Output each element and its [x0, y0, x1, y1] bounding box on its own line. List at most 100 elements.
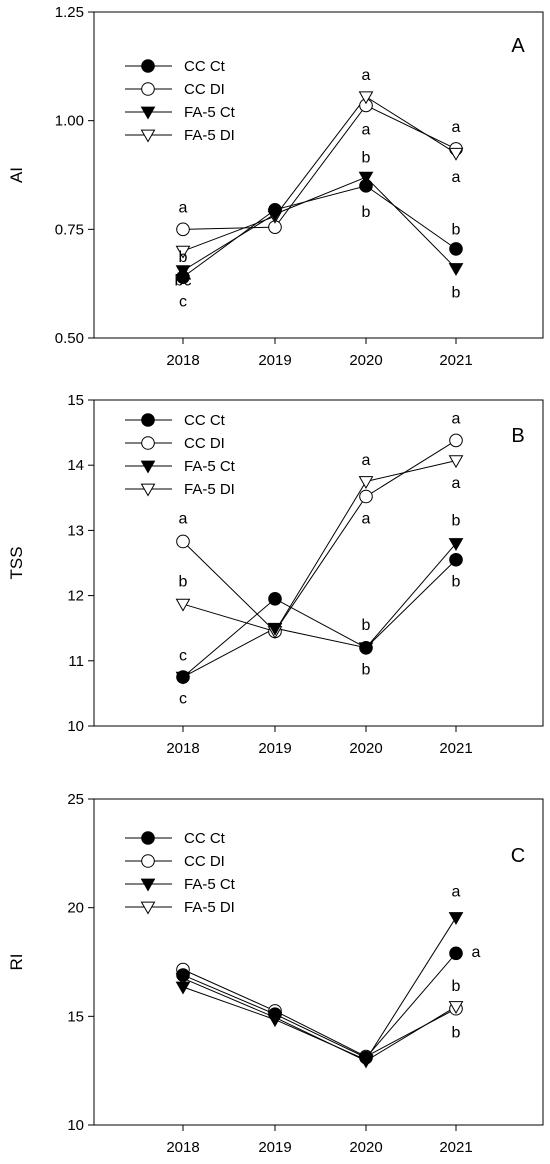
significance-letter: b [452, 978, 461, 995]
data-point-cc-di [176, 534, 190, 549]
panel-letter: B [511, 425, 524, 447]
significance-letter: a [472, 944, 481, 961]
legend-marker [140, 129, 156, 143]
chart-panel-c: 10 15 20 25 2018 2019 2020 2021 RI C CC Ct CC DI FA-… [7, 791, 544, 1156]
y-tick-label: 15 [67, 1008, 84, 1025]
legend-label: CC Ct [184, 830, 226, 847]
significance-letter: a [362, 452, 371, 469]
data-point-fa-5-di [448, 147, 464, 161]
plot-frame [93, 798, 544, 1126]
data-point-cc-di [359, 489, 373, 504]
significance-letter: a [452, 475, 461, 492]
series-line-cc-ct [182, 952, 457, 1059]
data-point-cc-ct [359, 1050, 373, 1065]
legend-label: FA-5 DI [184, 899, 235, 916]
significance-letter: c [179, 691, 187, 708]
x-tick-label: 2020 [349, 352, 382, 369]
data-point-cc-ct [268, 592, 282, 606]
legend-label: CC DI [184, 435, 225, 452]
legend-marker [140, 106, 156, 120]
legend-label: FA-5 Ct [184, 876, 236, 893]
legend-marker [141, 82, 155, 96]
significance-letter: b [362, 204, 371, 221]
data-point-cc-di [176, 222, 190, 237]
x-tick-label: 2021 [439, 1139, 472, 1156]
significance-letter: b [362, 150, 371, 167]
data-point-cc-ct [268, 1007, 282, 1021]
series-line-fa-5-ct [182, 543, 457, 678]
legend-marker [141, 831, 155, 845]
series-line-fa-5-ct [182, 176, 457, 272]
series-line-cc-ct [182, 559, 457, 678]
data-point-cc-ct [176, 670, 190, 684]
significance-letter: b [179, 573, 188, 590]
significance-letter: a [452, 410, 461, 427]
legend-marker [141, 854, 155, 868]
y-tick-label: 0.50 [55, 330, 84, 347]
panel-letter: A [511, 35, 525, 57]
series-line-cc-di [182, 439, 457, 633]
significance-letter: a [452, 883, 461, 900]
x-tick-label: 2020 [349, 740, 382, 757]
data-point-fa-5-ct [267, 622, 283, 636]
data-point-cc-ct [449, 946, 463, 961]
legend-marker [140, 878, 156, 892]
data-point-cc-ct [176, 270, 190, 284]
series-line-fa-5-di [182, 977, 457, 1062]
significance-letter: a [362, 67, 371, 84]
series-line-cc-di [182, 104, 457, 230]
significance-letter: c [179, 293, 187, 310]
data-point-fa-5-di [358, 91, 374, 105]
y-tick-label: 0.75 [55, 221, 84, 238]
y-tick-label: 12 [67, 588, 84, 605]
x-tick-label: 2018 [166, 740, 199, 757]
data-point-fa-5-ct [448, 912, 464, 925]
chart-panel-b: 10 11 12 13 14 15 2018 2019 2020 2021 TSS B CC Ct CC … [7, 392, 544, 757]
y-tick-label: 10 [67, 718, 84, 735]
legend-marker [140, 460, 156, 474]
series-line-fa-5-di [182, 96, 457, 252]
y-tick-label: 1.00 [55, 113, 84, 130]
data-point-fa-5-ct [448, 538, 464, 551]
legend-label: FA-5 Ct [184, 104, 236, 121]
data-point-cc-ct [449, 242, 463, 256]
legend-label: CC Ct [184, 412, 226, 429]
legend-label: FA-5 DI [184, 481, 235, 498]
significance-letter: a [362, 511, 371, 528]
series-line-fa-5-di [182, 460, 457, 633]
data-point-cc-ct [268, 202, 282, 217]
data-point-cc-ct [176, 968, 190, 982]
significance-letter: a [362, 121, 371, 138]
series-line-cc-di [182, 969, 457, 1058]
legend-marker [140, 901, 156, 915]
y-tick-label: 10 [67, 1117, 84, 1134]
data-point-fa-5-ct [175, 981, 191, 995]
plot-frame [93, 399, 544, 727]
significance-letter: a [179, 200, 188, 217]
y-tick-label: 14 [67, 457, 84, 474]
x-tick-label: 2019 [258, 1139, 291, 1156]
series-line-cc-ct [182, 185, 457, 278]
significance-letter: b [452, 284, 461, 301]
legend-label: FA-5 Ct [184, 458, 236, 475]
significance-letter: a [452, 119, 461, 136]
significance-letter: a [179, 511, 188, 528]
legend-marker [140, 483, 156, 497]
data-point-fa-5-ct [358, 171, 374, 185]
y-axis-title: TSS [7, 546, 26, 579]
data-point-cc-ct [359, 640, 373, 655]
y-tick-label: 15 [67, 392, 84, 409]
y-tick-label: 20 [67, 900, 84, 917]
legend-label: CC DI [184, 853, 225, 870]
x-tick-label: 2021 [439, 352, 472, 369]
significance-letter: b [452, 221, 461, 238]
significance-letter: b [452, 513, 461, 530]
data-point-cc-ct [359, 179, 373, 193]
chart-panel-a: 0.50 0.75 1.00 1.25 2018 2019 2020 2021 AI A CC Ct… [7, 4, 544, 369]
data-point-fa-5-di [175, 598, 191, 612]
data-point-fa-5-di [448, 1001, 464, 1015]
significance-letter: b [452, 573, 461, 590]
y-tick-label: 25 [67, 791, 84, 808]
y-tick-label: 11 [68, 653, 84, 670]
data-point-fa-5-ct [448, 263, 464, 276]
